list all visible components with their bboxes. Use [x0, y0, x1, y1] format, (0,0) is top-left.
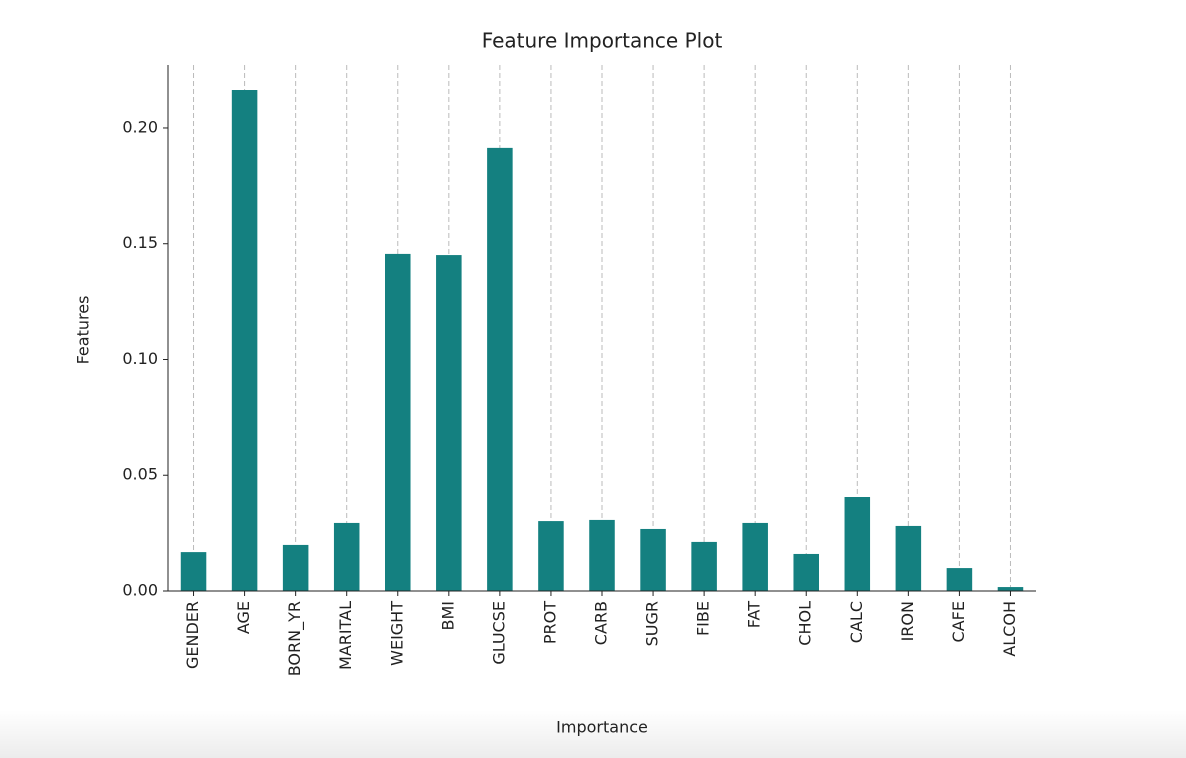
bar [895, 525, 922, 591]
bar [742, 522, 768, 591]
x-tick-label: GLUCSE [489, 601, 508, 665]
background-fade [0, 710, 1186, 758]
x-tick-label: WEIGHT [387, 601, 406, 666]
x-tick-label: AGE [234, 601, 253, 634]
bar [589, 519, 615, 591]
bar [997, 587, 1024, 591]
bar [231, 90, 258, 591]
x-tick-label: SUGR [643, 601, 662, 646]
x-tick-label: GENDER [183, 601, 202, 669]
y-tick-label: 0.00 [122, 581, 158, 600]
y-tick-label: 0.20 [122, 117, 158, 136]
y-tick-label: 0.15 [122, 233, 158, 252]
bar [640, 528, 666, 591]
x-tick-label: MARITAL [336, 601, 355, 670]
bar [538, 521, 564, 591]
x-tick-label: CAFE [949, 601, 968, 642]
x-tick-label: ALCOH [1000, 601, 1019, 657]
y-tick-label: 0.05 [122, 465, 158, 484]
bar [793, 553, 819, 591]
x-axis-label: Importance [556, 718, 648, 737]
y-axis-label: Features [74, 296, 93, 365]
x-tick-label: CHOL [796, 601, 815, 646]
bar [333, 522, 360, 591]
x-tick-label: IRON [898, 601, 917, 641]
bar [844, 497, 871, 591]
x-tick-label: PROT [540, 601, 559, 644]
bar [691, 541, 717, 591]
bar [946, 568, 973, 591]
x-tick-label: CARB [592, 601, 611, 645]
bar [436, 255, 462, 591]
x-tick-label: FAT [745, 601, 764, 628]
chart-title: Feature Importance Plot [482, 29, 723, 53]
bar [487, 147, 513, 591]
bar [385, 253, 411, 591]
x-tick-label: FIBE [694, 601, 713, 636]
x-tick-label: BMI [438, 601, 457, 631]
x-tick-label: CALC [847, 601, 866, 643]
bar [180, 552, 207, 591]
x-tick-label: BORN_YR [285, 601, 305, 676]
bar [282, 544, 309, 591]
y-tick-label: 0.10 [122, 349, 158, 368]
